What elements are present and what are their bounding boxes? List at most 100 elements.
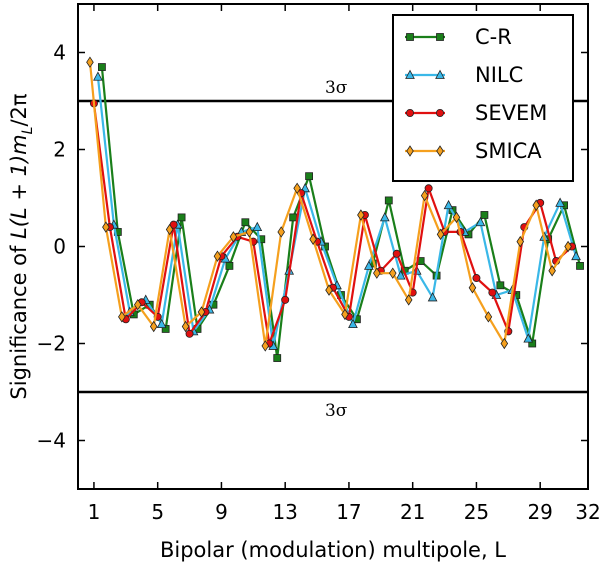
data-point: [488, 288, 497, 297]
x-tick-label: 5: [151, 500, 164, 524]
legend-marker: [405, 69, 415, 79]
data-point: [480, 211, 489, 219]
data-point: [472, 274, 481, 283]
data-point: [555, 197, 565, 207]
data-point: [395, 270, 406, 280]
legend-label: NILC: [475, 63, 523, 87]
y-axis-title-math: L(L + 1)m: [7, 134, 31, 239]
y-axis-title-suffix: /2π: [7, 93, 31, 126]
data-point: [197, 306, 206, 318]
data-point: [516, 235, 525, 248]
data-point: [475, 216, 486, 227]
data-point: [177, 213, 186, 222]
data-point: [277, 226, 285, 238]
x-tick-label: 9: [215, 500, 228, 524]
y-axis-title-sub: L: [20, 127, 36, 135]
y-tick-label: 0: [53, 235, 66, 259]
axis-ticks: 1 5 9 13 17 21 25 29 32 4 2 0 −2 −4: [37, 4, 600, 524]
y-tick-label: −2: [37, 332, 66, 356]
data-point: [500, 337, 509, 350]
data-point: [257, 235, 266, 244]
data-point: [427, 292, 438, 302]
x-tick-label: 21: [400, 500, 425, 524]
data-point: [241, 218, 250, 227]
reference-line-label: 3σ: [325, 401, 348, 421]
x-tick-label: 29: [527, 500, 552, 524]
data-point: [229, 231, 238, 243]
data-point: [571, 250, 581, 261]
data-point: [452, 211, 461, 224]
data-point: [185, 329, 194, 338]
data-point: [273, 354, 282, 362]
data-point: [528, 339, 537, 348]
data-point: [149, 320, 158, 333]
data-point: [363, 260, 374, 270]
data-point: [261, 340, 270, 352]
data-point: [379, 212, 390, 222]
data-point: [161, 325, 170, 333]
data-point: [281, 295, 290, 304]
legend-item: SMICA: [405, 139, 542, 163]
data-point: [373, 267, 381, 279]
reference-line-label: 3σ: [325, 78, 348, 98]
legend-marker: [435, 69, 445, 79]
y-tick-label: 2: [53, 138, 66, 162]
data-point: [252, 221, 263, 232]
data-point: [309, 233, 317, 245]
legend-marker: [405, 109, 414, 118]
legend-item: NILC: [405, 63, 523, 87]
legend: C-R NILC SEVEM SMICA: [392, 14, 574, 182]
legend-label: C-R: [475, 25, 512, 49]
x-tick-label: 25: [464, 500, 489, 524]
data-point: [523, 333, 534, 343]
data-point: [384, 196, 393, 205]
data-point: [289, 213, 298, 222]
data-point: [341, 308, 349, 321]
series-layer: [86, 56, 584, 362]
data-point: [156, 318, 167, 329]
x-tick-label: 13: [272, 500, 297, 524]
data-point: [496, 281, 505, 290]
data-point: [348, 318, 358, 329]
legend-marker: [435, 109, 444, 118]
axis-titles: Bipolar (modulation) multipole, L Signif…: [7, 93, 506, 562]
x-tick-label: 17: [336, 500, 361, 524]
legend-label: SMICA: [475, 139, 542, 163]
legend-marker: [436, 145, 444, 157]
series-smica: [86, 56, 572, 352]
legend-box: [392, 14, 574, 182]
legend-label: SEVEM: [475, 101, 547, 125]
data-point: [225, 261, 234, 270]
data-point: [165, 223, 174, 236]
data-point: [436, 228, 445, 241]
data-point: [118, 311, 126, 323]
data-point: [532, 199, 540, 212]
data-point: [86, 56, 94, 68]
y-tick-label: −4: [37, 429, 66, 453]
data-point: [576, 261, 584, 270]
data-point: [468, 281, 477, 294]
data-point: [305, 172, 313, 181]
x-tick-label: 1: [88, 500, 101, 524]
legend-item: SEVEM: [405, 101, 547, 125]
data-point: [404, 294, 413, 306]
y-axis-title-prefix: Significance of: [7, 239, 31, 400]
legend-marker: [406, 145, 414, 157]
legend-marker: [406, 33, 414, 41]
data-point: [293, 182, 301, 195]
data-point: [325, 284, 333, 296]
data-point: [357, 209, 365, 221]
data-point: [133, 298, 142, 311]
data-point: [245, 226, 254, 238]
data-point: [424, 184, 433, 193]
data-point: [93, 71, 103, 81]
legend-marker: [436, 33, 444, 41]
data-point: [484, 311, 493, 323]
data-point: [98, 63, 106, 71]
data-point: [548, 265, 556, 277]
data-point: [388, 267, 397, 279]
data-point: [213, 250, 222, 262]
x-axis-title: Bipolar (modulation) multipole, L: [160, 538, 506, 562]
y-axis-title: Significance of L(L + 1)mL/2π: [7, 93, 36, 399]
